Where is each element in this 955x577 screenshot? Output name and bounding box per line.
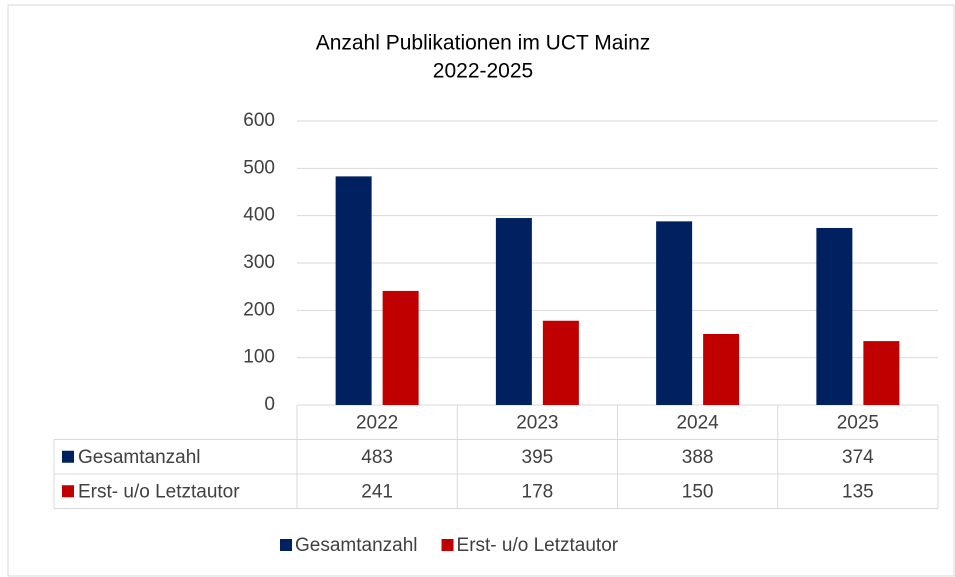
table-row-label: Gesamtanzahl: [78, 447, 201, 468]
legend-key: [441, 539, 454, 551]
legend-key: [280, 539, 292, 551]
bar: [816, 227, 853, 405]
table-row-label: Erst- u/o Letztautor: [78, 481, 240, 502]
table-value: 178: [522, 481, 554, 502]
x-tick-label: 2024: [676, 412, 719, 433]
bar: [542, 320, 579, 405]
bar: [335, 176, 372, 405]
x-tick-label: 2023: [516, 412, 558, 433]
legend-label: Erst- u/o Letztautor: [457, 535, 619, 556]
y-tick-label: 100: [243, 347, 275, 368]
x-tick-label: 2025: [837, 412, 879, 433]
y-tick-label: 200: [243, 299, 275, 320]
table-value: 150: [682, 481, 714, 502]
table-value: 483: [361, 447, 393, 468]
chart-subtitle: 2022-2025: [433, 60, 533, 83]
table-legend-key: [62, 485, 74, 498]
y-tick-label: 600: [243, 110, 275, 131]
table-value: 241: [361, 481, 393, 502]
bar: [656, 221, 693, 405]
x-tick-label: 2022: [356, 412, 398, 433]
bar: [382, 290, 419, 405]
y-tick-label: 300: [243, 252, 275, 273]
y-tick-label: 500: [243, 157, 275, 178]
chart-title: Anzahl Publikationen im UCT Mainz: [316, 32, 651, 55]
table-value: 388: [682, 447, 714, 468]
bar: [703, 334, 740, 405]
legend-label: Gesamtanzahl: [295, 535, 418, 556]
bar: [863, 341, 900, 405]
y-tick-label: 0: [264, 394, 275, 415]
y-tick-label: 400: [243, 205, 275, 226]
table-value: 135: [842, 481, 874, 502]
table-value: 395: [522, 447, 554, 468]
bar: [495, 218, 532, 405]
table-legend-key: [62, 450, 74, 463]
table-value: 374: [842, 447, 874, 468]
chart-frame: [7, 4, 955, 577]
